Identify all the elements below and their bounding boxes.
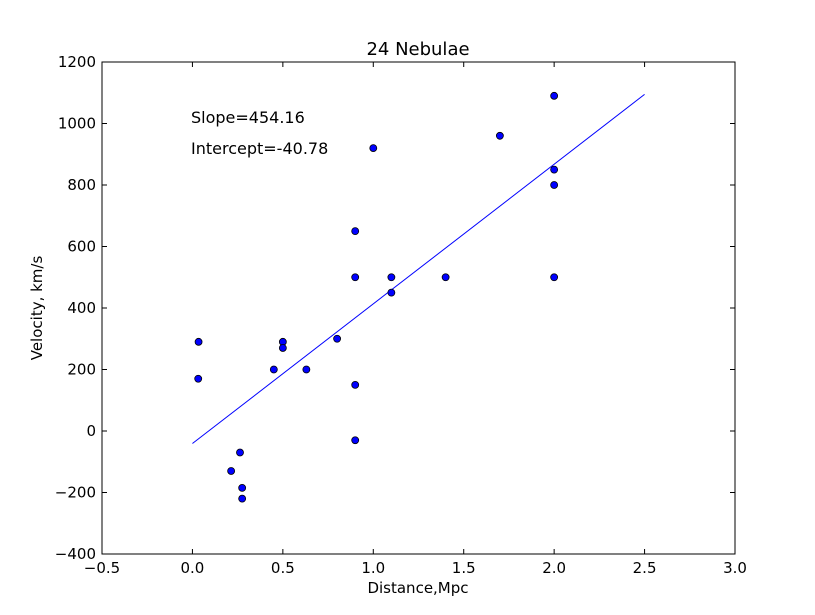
y-axis-label: Velocity, km/s — [28, 256, 46, 361]
x-tick-label: 0.0 — [180, 559, 204, 577]
data-point — [550, 273, 559, 282]
x-tick-label: 1.0 — [361, 559, 385, 577]
data-point — [550, 91, 559, 100]
y-tick-label: −400 — [55, 545, 96, 563]
slope-annotation: Slope=454.16 — [191, 108, 305, 127]
y-tick-label: 0 — [86, 422, 96, 440]
data-point — [278, 344, 287, 352]
x-axis-label: Distance,Mpc — [367, 579, 468, 597]
data-point — [369, 144, 378, 153]
x-tick-label: −0.5 — [84, 559, 120, 577]
intercept-annotation: Intercept=-40.78 — [191, 139, 328, 158]
data-point — [194, 374, 203, 383]
data-point — [227, 467, 236, 475]
data-point — [387, 288, 396, 297]
data-point — [194, 337, 203, 346]
y-tick-label: 800 — [67, 176, 96, 194]
data-point — [387, 273, 396, 282]
y-tick-label: 1000 — [58, 115, 96, 133]
x-tick-label: 2.0 — [542, 559, 566, 577]
y-tick-label: 1200 — [58, 53, 96, 71]
data-point — [550, 165, 559, 174]
plot-area: −0.5 0.0 0.5 1.0 1.5 2.0 2.5 3.0 −400 −200 0 200 400… — [55, 53, 747, 577]
data-point — [238, 483, 247, 492]
data-point — [351, 273, 360, 282]
data-point — [351, 380, 360, 389]
data-point — [238, 494, 247, 503]
data-point — [269, 365, 278, 374]
x-tick-label: 3.0 — [723, 559, 747, 577]
fit-line — [192, 94, 645, 444]
data-point — [302, 365, 311, 374]
x-tick-label: 2.5 — [633, 559, 657, 577]
data-point — [351, 227, 360, 236]
y-tick-label: −200 — [55, 484, 96, 502]
chart-title: 24 Nebulae — [366, 39, 469, 60]
data-point — [351, 436, 360, 445]
data-point — [333, 334, 342, 343]
x-tick-label: 0.5 — [271, 559, 295, 577]
data-point — [550, 181, 559, 189]
y-tick-label: 600 — [67, 238, 96, 256]
data-point — [495, 131, 504, 140]
x-tick-label: 1.5 — [452, 559, 476, 577]
data-point — [441, 273, 450, 282]
data-point — [236, 448, 244, 457]
y-tick-label: 200 — [67, 361, 96, 379]
y-tick-label: 400 — [67, 299, 96, 317]
